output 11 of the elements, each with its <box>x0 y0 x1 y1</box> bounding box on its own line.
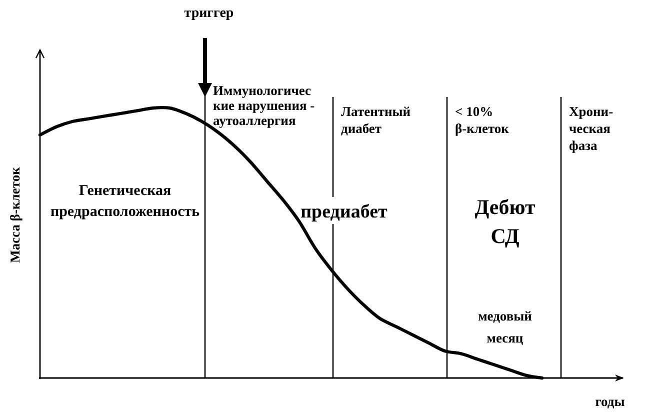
annotation: Иммунологичес кие нарушения - аутоаллергия <box>213 83 315 128</box>
annotation: Латентный диабет <box>341 104 411 136</box>
text: триггер <box>184 6 234 21</box>
annotation: Хрони- ческая фаза <box>569 104 614 153</box>
annotation: медовый месяц <box>478 308 532 346</box>
annotation: Дебют СД <box>474 194 536 248</box>
y-axis-title: Масса β-клеток <box>8 166 23 263</box>
annotation: < 10% β-клеток <box>455 104 510 136</box>
annotation: Генетическая предрасположенность <box>50 182 200 220</box>
x-axis-title: годы <box>595 394 626 409</box>
annotation: предиабет <box>300 202 388 223</box>
